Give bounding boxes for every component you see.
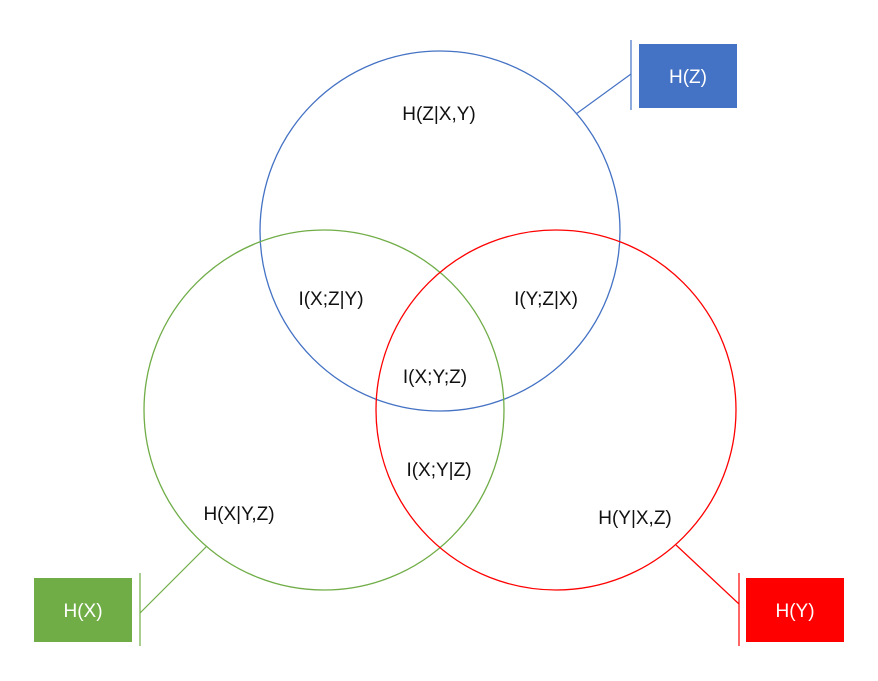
- legend-box-x: [34, 578, 132, 642]
- leader-line-z: [575, 73, 632, 115]
- circle-z: [259, 50, 621, 412]
- label-i-xyz: I(X;Y;Z): [403, 367, 467, 388]
- legend-h-z: H(Z): [575, 40, 737, 115]
- legend-label-z: H(Z): [669, 67, 707, 88]
- legend-label-y: H(Y): [775, 601, 814, 622]
- leader-line-y: [675, 544, 740, 605]
- label-i-xy-given-z: I(X;Y|Z): [406, 460, 471, 481]
- legend-h-x: H(X): [34, 545, 208, 646]
- label-i-yz-given-x: I(Y;Z|X): [514, 289, 578, 310]
- circle-x: [143, 229, 505, 591]
- legend-h-y: H(Y): [675, 544, 844, 646]
- legend-label-x: H(X): [63, 601, 102, 622]
- label-i-xz-given-y: I(X;Z|Y): [298, 289, 363, 310]
- leader-line-x: [139, 545, 208, 614]
- legend-box-y: [746, 578, 844, 642]
- label-h-x-given-yz: H(X|Y,Z): [203, 504, 274, 525]
- label-h-z-given-xy: H(Z|X,Y): [402, 104, 476, 125]
- legend-box-z: [639, 44, 737, 108]
- label-h-y-given-xz: H(Y|X,Z): [598, 508, 672, 529]
- circle-y: [375, 229, 737, 591]
